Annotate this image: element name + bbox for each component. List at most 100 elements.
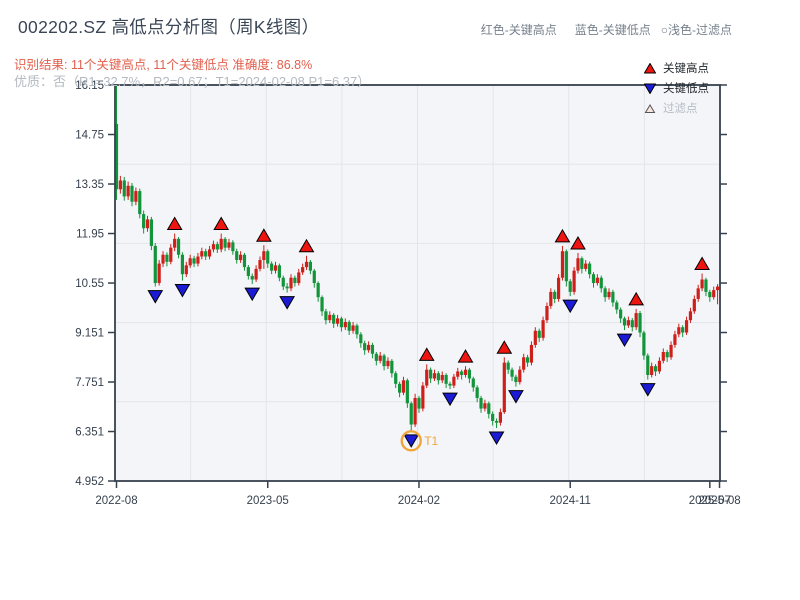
candle-body xyxy=(289,277,293,289)
candle-body xyxy=(405,380,409,404)
candle-body xyxy=(363,343,367,351)
candle-body xyxy=(378,355,382,361)
y-tick-label: 9.151 xyxy=(75,328,104,340)
y-tick-label: 6.351 xyxy=(75,427,104,439)
legend-item-key-high: 关键高点 xyxy=(644,58,709,78)
candle-body xyxy=(467,369,471,379)
candle-body xyxy=(351,325,355,331)
candle-body xyxy=(173,238,177,248)
color-key-legend: 红色-关键高点 蓝色-关键低点 ○浅色-过滤点 xyxy=(463,21,732,38)
key-low-marker xyxy=(174,284,191,298)
candle-body xyxy=(242,254,247,268)
candle-body xyxy=(339,318,344,328)
candle-body xyxy=(134,191,138,202)
candle-body xyxy=(650,366,654,375)
candle-body xyxy=(696,288,700,299)
candle-body xyxy=(204,251,208,257)
key-high-marker xyxy=(554,228,571,243)
t1-label: T1 xyxy=(424,434,438,448)
key-high-marker xyxy=(255,228,272,242)
candle-body xyxy=(235,251,239,261)
candle-body xyxy=(374,353,378,361)
y-tick-label: 7.751 xyxy=(75,377,104,389)
candle-body xyxy=(270,263,274,271)
candle-body xyxy=(692,298,696,312)
candle-body xyxy=(452,376,456,386)
candle-body xyxy=(444,374,448,384)
candle-body xyxy=(483,403,487,409)
candle-body xyxy=(595,277,599,284)
candle-body xyxy=(615,302,619,310)
candle-body xyxy=(130,185,134,202)
x-tick-label: 2024-11 xyxy=(550,495,591,507)
candle-body xyxy=(677,327,681,335)
candle-body xyxy=(324,311,328,321)
candle-body xyxy=(580,258,584,269)
candle-body xyxy=(657,360,662,372)
candle-body xyxy=(153,245,157,284)
key-high-marker xyxy=(628,291,645,306)
legend-item-key-low: 关键低点 xyxy=(644,78,709,98)
candle-body xyxy=(661,351,665,361)
color-key-low-label: 蓝色-关键低点 xyxy=(574,23,651,37)
key-high-marker xyxy=(694,256,710,270)
color-key-high-label: 红色-关键高点 xyxy=(480,23,557,37)
key-high-marker xyxy=(166,216,183,231)
candle-body xyxy=(335,318,340,324)
candle-body xyxy=(541,320,545,338)
candle-body xyxy=(634,313,638,328)
candle-body xyxy=(626,320,630,326)
candle-body xyxy=(114,123,119,190)
candle-body xyxy=(518,369,522,383)
candle-body xyxy=(494,420,499,423)
candle-body xyxy=(712,290,716,298)
candle-body xyxy=(429,369,433,379)
candle-body xyxy=(262,251,266,261)
candle-body xyxy=(304,261,309,268)
candle-body xyxy=(382,355,386,367)
candle-body xyxy=(607,291,611,298)
key-low-marker xyxy=(488,431,505,446)
candle-body xyxy=(118,180,122,190)
candle-body xyxy=(409,403,413,425)
candle-body xyxy=(394,373,398,384)
y-tick-label: 14.75 xyxy=(75,130,104,142)
candle-body xyxy=(301,267,305,273)
x-tick-label: 2023-05 xyxy=(247,495,289,507)
y-tick-label: 16.15 xyxy=(75,80,104,92)
candle-body xyxy=(665,351,669,358)
candle-body xyxy=(370,344,375,354)
candle-body xyxy=(184,265,188,275)
candle-body xyxy=(681,327,685,333)
candle-body xyxy=(359,334,363,344)
candle-body xyxy=(347,321,351,331)
candle-body xyxy=(498,412,503,423)
candle-body xyxy=(708,291,712,298)
candle-body xyxy=(599,277,603,289)
candle-body xyxy=(366,344,371,351)
candle-body xyxy=(471,378,475,388)
candle-body xyxy=(700,279,704,289)
legend-item-label: 关键低点 xyxy=(663,83,709,95)
candle-body xyxy=(142,214,146,229)
t1-circle xyxy=(400,430,422,452)
candle-body xyxy=(549,291,553,307)
candle-body xyxy=(215,244,219,250)
candle-body xyxy=(355,325,359,335)
candle-body xyxy=(122,180,126,197)
key-low-marker xyxy=(403,434,420,448)
key-low-marker xyxy=(279,296,296,310)
x-tick-label: 2025-07 xyxy=(689,495,731,507)
candle-body xyxy=(281,277,285,287)
candle-body xyxy=(572,270,576,292)
candle-body xyxy=(196,256,200,264)
candle-body xyxy=(219,238,223,250)
candle-body xyxy=(266,251,270,264)
key-low-marker xyxy=(244,287,261,302)
candle-body xyxy=(417,397,421,409)
candle-body xyxy=(715,286,720,291)
candle-body xyxy=(343,321,347,328)
legend-item-filter: 过滤点 xyxy=(644,98,709,118)
candle-body xyxy=(401,380,406,393)
